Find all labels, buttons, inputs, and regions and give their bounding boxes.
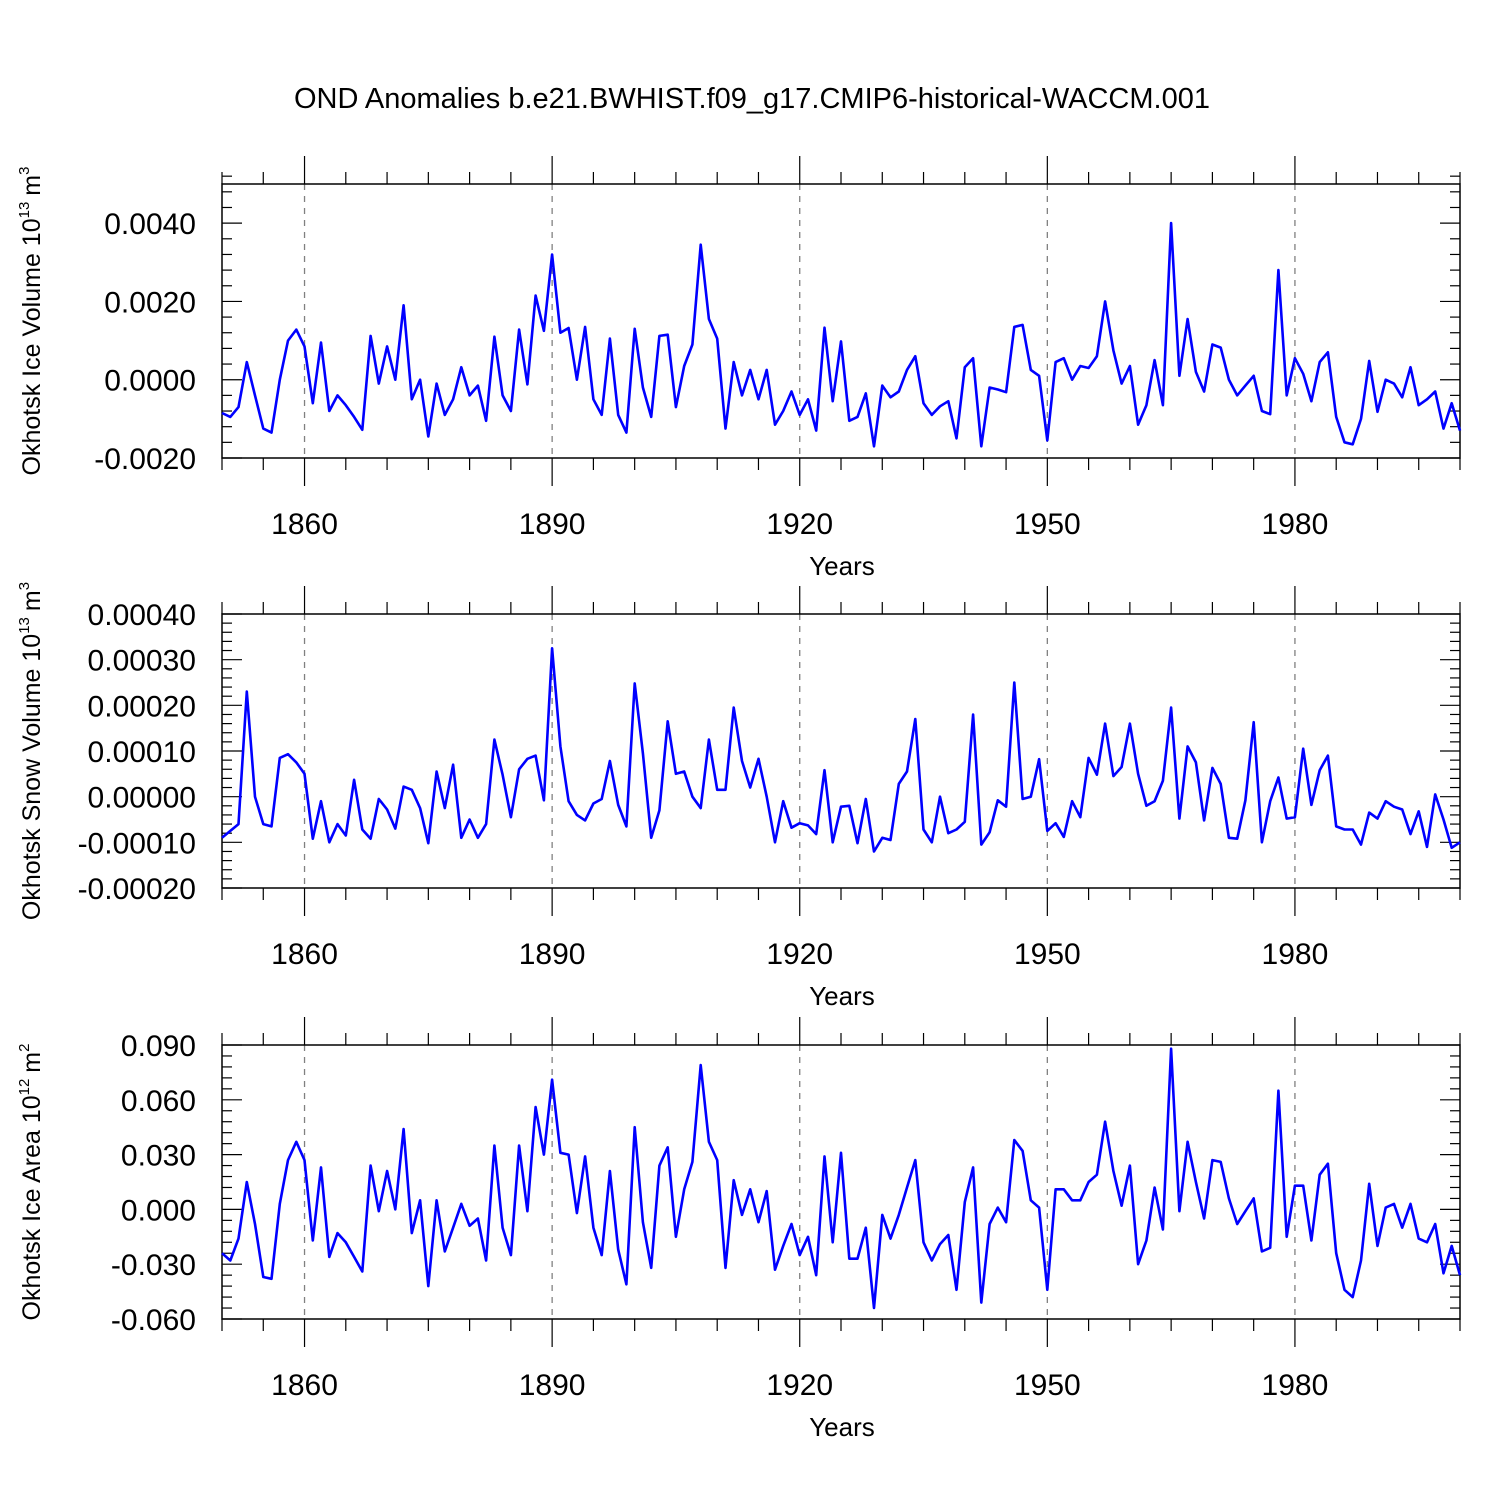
y-tick-label: 0.060 xyxy=(121,1085,196,1118)
x-tick-label: 1920 xyxy=(766,938,833,971)
series-line xyxy=(221,646,1461,853)
x-tick-label: 1980 xyxy=(1262,508,1329,541)
x-tick-label: 1950 xyxy=(1014,508,1081,541)
x-tick-label: 1860 xyxy=(271,938,338,971)
y-tick-label: 0.0020 xyxy=(104,286,196,319)
y-tick-label: 0.030 xyxy=(121,1140,196,1173)
y-tick-label: 0.0040 xyxy=(104,208,196,241)
x-tick-label: 1950 xyxy=(1014,938,1081,971)
y-tick-label: -0.0020 xyxy=(94,443,196,476)
y-tick-label: 0.000 xyxy=(121,1194,196,1227)
panel-ice-volume: -0.0020 0.0000 0.0020 0.0040 1860 1890 1920 195… xyxy=(16,156,1462,581)
x-axis-label: Years xyxy=(809,1412,875,1442)
y-tick-label: -0.060 xyxy=(111,1304,196,1337)
x-tick-label: 1860 xyxy=(271,508,338,541)
y-tick-label: 0.090 xyxy=(121,1030,196,1063)
y-tick-label: 0.00020 xyxy=(88,690,196,723)
panel-ice-area: -0.060 -0.030 0.000 0.030 0.060 0.090 1860 1890… xyxy=(16,1017,1462,1442)
y-tick-label: 0.00030 xyxy=(88,645,196,678)
x-tick-label: 1950 xyxy=(1014,1369,1081,1402)
y-tick-label: 0.00040 xyxy=(88,599,196,632)
x-tick-label: 1980 xyxy=(1262,938,1329,971)
x-tick-label: 1890 xyxy=(519,1369,586,1402)
y-tick-label: 0.00010 xyxy=(88,736,196,769)
x-tick-label: 1920 xyxy=(766,1369,833,1402)
x-axis-label: Years xyxy=(809,981,875,1011)
y-axis-label: Okhotsk Ice Area 1012m2 xyxy=(16,1044,46,1321)
x-tick-label: 1860 xyxy=(271,1369,338,1402)
plot-frame xyxy=(221,613,1461,889)
y-tick-label: -0.00010 xyxy=(78,827,196,860)
x-tick-label: 1920 xyxy=(766,508,833,541)
y-tick-label: 0.00000 xyxy=(88,782,196,815)
series-line xyxy=(221,1047,1462,1310)
figure-title: OND Anomalies b.e21.BWHIST.f09_g17.CMIP6… xyxy=(294,83,1210,115)
y-axis-label: Okhotsk Ice Volume 1013m3 xyxy=(16,167,46,476)
y-tick-label: -0.00020 xyxy=(78,873,196,906)
x-axis-label: Years xyxy=(809,551,875,581)
x-tick-label: 1890 xyxy=(519,938,586,971)
y-tick-label: -0.030 xyxy=(111,1249,196,1282)
series-line xyxy=(221,221,1462,448)
y-axis-label: Okhotsk Snow Volume 1013m3 xyxy=(16,582,46,920)
y-tick-label: 0.0000 xyxy=(104,365,196,398)
x-tick-label: 1980 xyxy=(1262,1369,1329,1402)
panel-snow-volume: -0.00020 -0.00010 0.00000 0.00010 0.00020 0.0… xyxy=(16,582,1461,1011)
x-tick-label: 1890 xyxy=(519,508,586,541)
